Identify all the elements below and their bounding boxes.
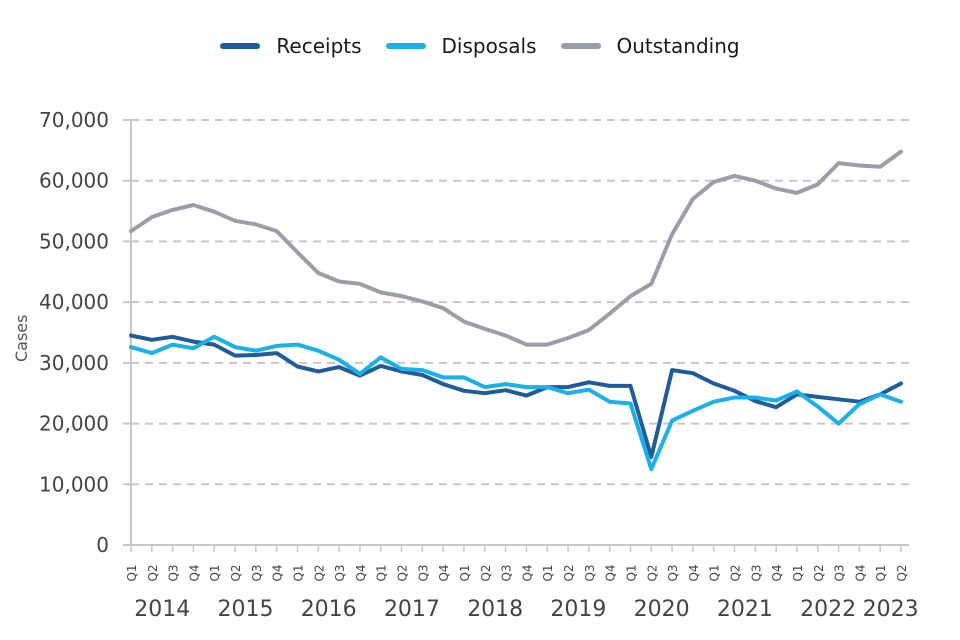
x-tick-label: Q4 xyxy=(187,564,201,581)
x-tick-label: Q2 xyxy=(146,564,160,581)
x-tick-label: Q4 xyxy=(687,564,701,581)
x-tick-label: Q2 xyxy=(645,564,659,581)
x-tick-label: Q3 xyxy=(250,564,264,581)
x-tick-label: Q2 xyxy=(229,564,243,581)
legend-swatch-receipts xyxy=(220,43,261,49)
x-tick-label: Q3 xyxy=(583,564,597,581)
x-tick-label: Q4 xyxy=(853,564,867,581)
year-label: 2016 xyxy=(301,597,357,622)
legend-label-receipts: Receipts xyxy=(276,34,362,58)
x-tick-label: Q1 xyxy=(791,564,805,581)
legend-label-outstanding: Outstanding xyxy=(616,34,740,58)
x-tick-label: Q3 xyxy=(333,564,347,581)
y-tick-label: 0 xyxy=(96,533,109,557)
year-label: 2022 xyxy=(800,597,856,622)
legend-item-outstanding: Outstanding xyxy=(560,34,740,58)
x-tick-label: Q1 xyxy=(624,564,638,581)
x-tick-label: Q3 xyxy=(500,564,514,581)
x-tick-label: Q3 xyxy=(416,564,430,581)
x-tick-label: Q2 xyxy=(312,564,326,581)
year-label: 2021 xyxy=(717,597,773,622)
y-tick-label: 70,000 xyxy=(39,108,109,132)
series-line-outstanding xyxy=(129,149,903,347)
y-tick-label: 20,000 xyxy=(39,412,109,436)
x-tick-label: Q2 xyxy=(895,564,909,581)
y-tick-label: 60,000 xyxy=(39,169,109,193)
x-tick-label: Q4 xyxy=(604,564,618,581)
year-label: 2017 xyxy=(384,597,440,622)
year-label: 2023 xyxy=(863,597,919,622)
series-lines xyxy=(129,149,903,472)
year-label: 2015 xyxy=(217,597,273,622)
x-tick-label: Q4 xyxy=(520,564,534,581)
x-tick-label: Q1 xyxy=(708,564,722,581)
gridlines xyxy=(131,119,909,486)
x-tick-label: Q1 xyxy=(375,564,389,581)
legend-swatch-disposals xyxy=(385,43,426,49)
legend-item-disposals: Disposals xyxy=(385,34,537,58)
x-tick-label: Q3 xyxy=(167,564,181,581)
x-tick-label: Q1 xyxy=(208,564,222,581)
legend-item-receipts: Receipts xyxy=(220,34,362,58)
year-label: 2020 xyxy=(634,597,690,622)
x-tick-label: Q2 xyxy=(479,564,493,581)
x-tick-label: Q1 xyxy=(458,564,472,581)
x-tick-label: Q3 xyxy=(833,564,847,581)
legend-label-disposals: Disposals xyxy=(441,34,537,58)
x-tick-label: Q4 xyxy=(354,564,368,581)
x-tick-label: Q1 xyxy=(125,564,139,581)
year-label: 2018 xyxy=(467,597,523,622)
tick-labels: 0 10,000 20,000 30,000 40,000 50,000 60,000 70,… xyxy=(39,108,919,622)
x-tick-label: Q2 xyxy=(812,564,826,581)
x-tick-label: Q4 xyxy=(437,564,451,581)
x-tick-label: Q2 xyxy=(562,564,576,581)
chart-legend: Receipts Disposals Outstanding xyxy=(0,34,960,58)
y-tick-label: 30,000 xyxy=(39,351,109,375)
y-tick-label: 40,000 xyxy=(39,290,109,314)
axes xyxy=(123,119,909,552)
series-line-disposals xyxy=(129,334,903,472)
x-tick-label: Q1 xyxy=(291,564,305,581)
legend-swatch-outstanding xyxy=(560,43,601,49)
x-tick-label: Q3 xyxy=(666,564,680,581)
year-label: 2014 xyxy=(134,597,190,622)
x-tick-label: Q1 xyxy=(874,564,888,581)
year-label: 2019 xyxy=(550,597,606,622)
x-tick-label: Q3 xyxy=(749,564,763,581)
x-tick-label: Q2 xyxy=(396,564,410,581)
x-tick-label: Q4 xyxy=(770,564,784,581)
x-tick-label: Q4 xyxy=(271,564,285,581)
x-tick-label: Q2 xyxy=(729,564,743,581)
x-tick-label: Q1 xyxy=(541,564,555,581)
series-line-receipts xyxy=(129,333,903,459)
y-tick-label: 10,000 xyxy=(39,472,109,496)
y-tick-label: 50,000 xyxy=(39,229,109,253)
